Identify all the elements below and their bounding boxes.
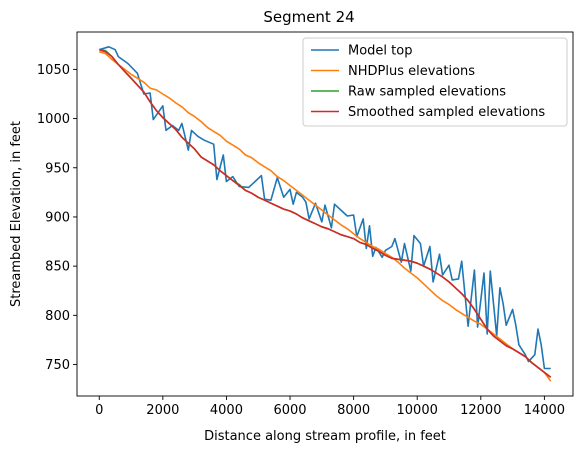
x-tick-label: 6000 [273, 403, 306, 418]
legend-box [302, 37, 568, 127]
x-tick-label: 8000 [337, 403, 370, 418]
x-tick-label: 0 [95, 403, 103, 418]
plot-frame [76, 31, 574, 397]
x-tick-label: 12000 [460, 403, 501, 418]
x-tick-label: 2000 [146, 403, 179, 418]
legend-label: Model top [348, 44, 412, 59]
y-tick-label: 750 [45, 358, 70, 373]
chart-title: Segment 24 [263, 8, 354, 26]
plot-area [76, 31, 574, 397]
y-tick-label: 1000 [37, 112, 70, 127]
legend-label: Smoothed sampled elevations [348, 105, 545, 120]
x-tick-label: 4000 [210, 403, 243, 418]
x-axis-label: Distance along stream profile, in feet [204, 429, 446, 444]
legend-label: Raw sampled elevations [348, 85, 506, 100]
y-tick-label: 950 [45, 161, 70, 176]
series-line-1 [99, 45, 551, 370]
legend-label: NHDPlus elevations [348, 64, 475, 79]
series-line-2 [99, 50, 552, 382]
y-tick-label: 850 [45, 260, 70, 275]
y-tick-label: 1050 [37, 63, 70, 78]
series-line-4 [99, 48, 552, 378]
x-axis: 0 2000 4000 6000 8000 10000 12000 14000 [95, 396, 565, 418]
y-tick-label: 800 [45, 309, 70, 324]
y-axis-label: Streambed Elevation, in feet [9, 121, 24, 307]
series-layer [99, 45, 552, 382]
y-tick-label: 900 [45, 210, 70, 225]
legend: Model top NHDPlus elevations Raw sampled e… [302, 37, 568, 127]
y-axis: 750 800 850 900 950 1000 1050 [37, 63, 77, 373]
x-tick-label: 14000 [524, 403, 565, 418]
x-tick-label: 10000 [397, 403, 438, 418]
